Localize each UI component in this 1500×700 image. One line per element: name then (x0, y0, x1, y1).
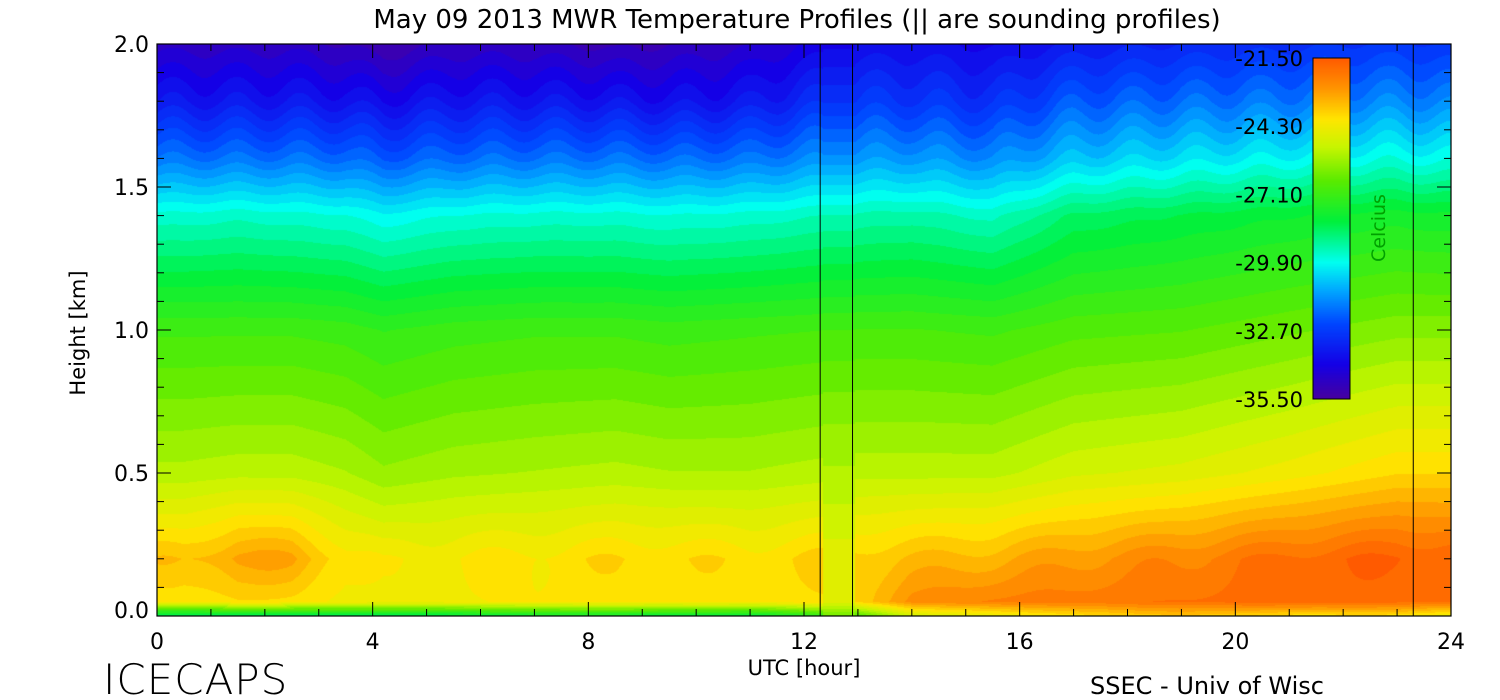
y-axis-label: Height [km] (66, 270, 90, 395)
x-tick-label: 0 (150, 630, 164, 655)
colorbar-tick-label: -32.70 (1235, 320, 1303, 344)
colorbar-tick-label: -35.50 (1235, 388, 1303, 412)
colorbar-tick-label: -24.30 (1235, 115, 1303, 139)
y-tick-label: 1.0 (114, 319, 149, 344)
colorbar-tick-label: -21.50 (1235, 47, 1303, 71)
x-axis: 0 4 8 12 16 20 24 (150, 44, 1465, 655)
x-tick-label: 20 (1221, 630, 1249, 655)
colorbar-gradient (1313, 58, 1350, 399)
colorbar-tick-label: -29.90 (1235, 252, 1303, 276)
sounding-markers (819, 44, 1414, 616)
temperature-heatmap (157, 44, 1451, 616)
y-axis: 0.0 0.5 1.0 1.5 2.0 (114, 33, 1451, 624)
colorbar-frame (1312, 57, 1351, 400)
x-axis-label: UTC [hour] (748, 656, 861, 680)
x-tick-label: 12 (790, 630, 818, 655)
ssec-credit: SSEC - Univ of Wisc (1090, 672, 1324, 700)
y-tick-label: 0.0 (114, 599, 149, 624)
y-tick-label: 0.5 (114, 462, 149, 487)
colorbar-tick-label: -27.10 (1235, 183, 1303, 207)
x-tick-label: 8 (581, 630, 595, 655)
colorbar-title: Celcius (1368, 194, 1390, 262)
x-tick-label: 4 (366, 630, 380, 655)
icecaps-logo: ICECAPS (103, 655, 288, 700)
colorbar-ticks: -21.50 -24.30 -27.10 -29.90 -32.70 -35.50 (1235, 47, 1303, 412)
y-tick-label: 2.0 (114, 33, 149, 58)
colorbar: -21.50 -24.30 -27.10 -29.90 -32.70 -35.50 Cel… (1235, 47, 1390, 412)
y-tick-label: 1.5 (114, 176, 149, 201)
chart-title: May 09 2013 MWR Temperature Profiles (||… (373, 5, 1220, 35)
x-tick-label: 24 (1437, 630, 1465, 655)
x-tick-label: 16 (1006, 630, 1034, 655)
plot-area (157, 44, 1451, 616)
